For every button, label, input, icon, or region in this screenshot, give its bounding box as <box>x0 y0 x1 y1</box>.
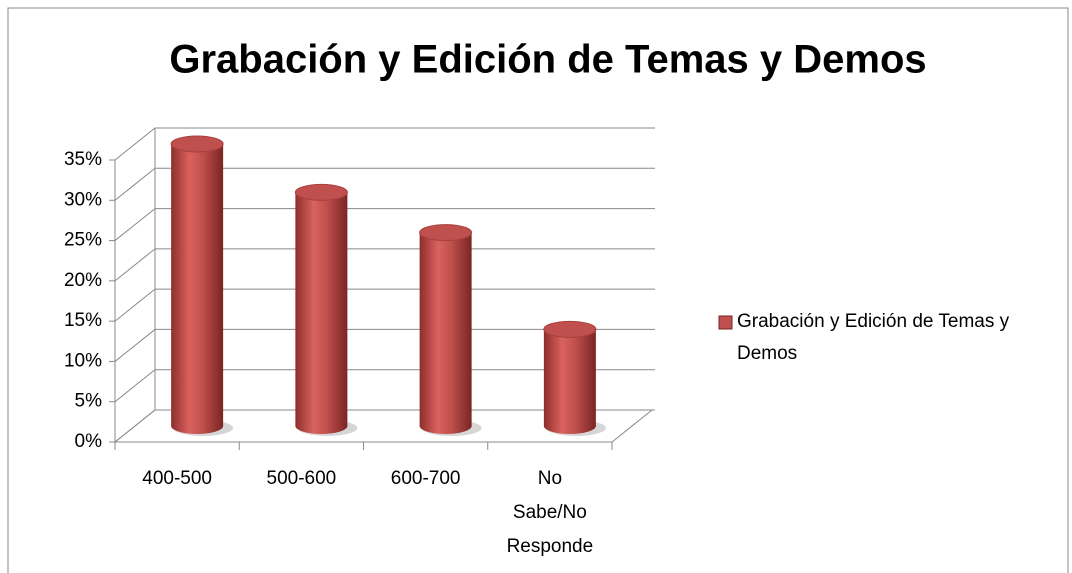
y-tick-label: 15% <box>64 310 102 331</box>
x-tick-label: 600-700 <box>390 468 461 489</box>
y-tick-label: 35% <box>64 149 102 170</box>
grid-line <box>114 167 655 201</box>
bar <box>419 232 472 426</box>
y-tick-label: 10% <box>64 350 102 371</box>
y-tick-label: 0% <box>75 431 103 452</box>
chart-title: Grabación y Edición de Temas y Demos <box>169 38 926 82</box>
bar <box>543 329 596 426</box>
bar-top <box>294 183 348 201</box>
grid-line <box>114 409 655 443</box>
grid-line <box>114 208 655 241</box>
y-tick-label: 5% <box>75 391 103 412</box>
legend-marker <box>718 315 733 330</box>
bar <box>171 144 224 426</box>
x-tick-label: No Sabe/No Responde <box>506 468 594 557</box>
y-tick-label: 30% <box>64 189 102 210</box>
x-tick-label: 400-500 <box>142 468 212 489</box>
bar-top <box>170 135 224 153</box>
y-tick-label: 20% <box>64 270 102 291</box>
grid-line <box>114 328 655 362</box>
legend-label: Grabación y Edición de Temas y Demos <box>737 311 1010 364</box>
y-tick-label: 25% <box>64 230 102 251</box>
bar-top <box>543 320 597 338</box>
bar <box>295 192 348 426</box>
grid-line <box>114 248 655 282</box>
bar-top <box>419 224 473 242</box>
grid-line <box>114 369 655 403</box>
frame <box>7 7 1069 573</box>
grid-line <box>114 288 655 322</box>
x-tick-label: 500-600 <box>266 468 337 489</box>
grid-line <box>114 127 655 161</box>
